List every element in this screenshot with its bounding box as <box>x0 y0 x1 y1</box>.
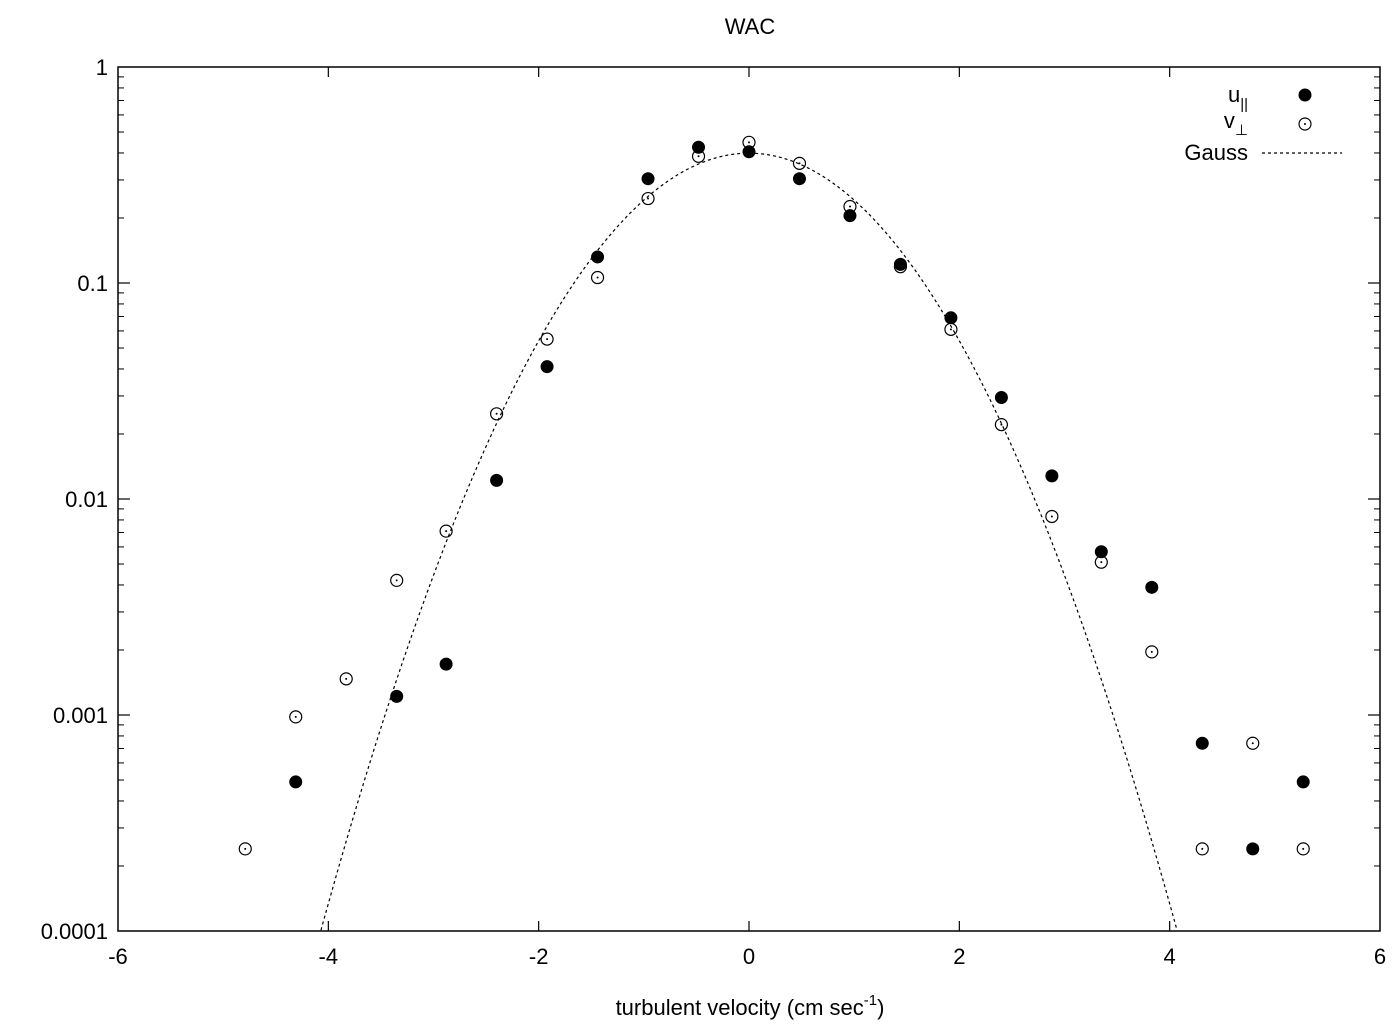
x-tick-label: 0 <box>743 944 755 969</box>
v-point-dot <box>647 197 650 200</box>
x-tick-label: -6 <box>108 944 128 969</box>
x-tick-label: 6 <box>1374 944 1386 969</box>
x-axis-label-main: turbulent velocity (cm sec <box>616 995 864 1020</box>
u-point <box>490 473 504 487</box>
v-point <box>238 842 252 856</box>
v-point-dot <box>395 579 398 582</box>
u-point <box>994 391 1008 405</box>
u-point <box>792 172 806 186</box>
legend-label-v-name: v <box>1224 108 1235 133</box>
gauss-curve <box>320 152 1178 931</box>
u-point <box>591 250 605 264</box>
v-point <box>590 270 605 285</box>
legend-marker-u <box>1298 88 1312 102</box>
legend-label-v-sub: ⊥ <box>1235 122 1248 139</box>
v-point <box>1094 555 1108 569</box>
v-point <box>540 332 554 346</box>
v-point-dot <box>546 338 549 341</box>
legend-marker-v-dot <box>1304 123 1306 125</box>
v-point <box>742 135 756 149</box>
u-point <box>1145 580 1159 594</box>
u-point <box>1246 842 1260 856</box>
v-point <box>390 573 404 587</box>
u-point <box>641 172 655 186</box>
v-point-dot <box>899 265 902 268</box>
x-tick-label: 2 <box>953 944 965 969</box>
v-point-dot <box>697 155 700 158</box>
legend-label-u: u|| <box>1228 82 1248 113</box>
series-u-parallel <box>289 140 1310 856</box>
v-point <box>691 149 706 163</box>
u-point <box>1296 775 1310 789</box>
u-point <box>289 775 303 789</box>
u-point <box>390 689 404 703</box>
u-point <box>742 145 756 159</box>
x-tick-label: 4 <box>1164 944 1176 969</box>
v-point-dot <box>244 847 247 850</box>
y-tick-label: 0.001 <box>53 703 108 728</box>
legend: u|| v⊥ Gauss <box>1184 82 1342 165</box>
chart-title: WAC <box>725 14 776 39</box>
x-tick-label: -2 <box>529 944 549 969</box>
v-point-dot <box>1251 742 1254 745</box>
v-point <box>1246 736 1260 750</box>
y-tick-label: 0.0001 <box>41 919 108 944</box>
u-point <box>692 140 706 154</box>
y-tick-label: 0.01 <box>65 487 108 512</box>
y-tick-label: 0.1 <box>77 271 108 296</box>
v-point-dot <box>949 328 952 331</box>
y-tick-label: 1 <box>96 55 108 80</box>
u-point <box>944 311 958 325</box>
u-point <box>1195 736 1209 750</box>
x-axis: -6 -4 -2 0 2 4 6 <box>108 67 1386 969</box>
v-point <box>1296 842 1310 856</box>
v-point-dot <box>1302 847 1305 850</box>
u-point <box>439 657 453 671</box>
v-point-dot <box>848 205 851 208</box>
v-point <box>1195 842 1209 856</box>
u-point <box>1045 469 1059 483</box>
legend-label-u-sub: || <box>1240 96 1248 113</box>
legend-label-v: v⊥ <box>1224 108 1248 139</box>
v-point <box>1145 645 1159 659</box>
v-point-dot <box>1150 650 1153 653</box>
v-point-dot <box>294 715 297 718</box>
v-point <box>490 407 504 421</box>
v-point-dot <box>495 412 498 415</box>
legend-label-gauss: Gauss <box>1184 140 1248 165</box>
v-point-dot <box>345 677 348 680</box>
v-point-dot <box>596 276 599 279</box>
v-point <box>944 322 958 336</box>
v-point <box>792 156 807 170</box>
v-point-dot <box>748 141 750 144</box>
x-axis-label-tail: ) <box>877 995 884 1020</box>
v-point-dot <box>1000 423 1003 426</box>
v-point-dot <box>445 530 448 533</box>
u-point <box>540 360 554 374</box>
v-point <box>439 524 453 538</box>
v-point <box>843 199 857 214</box>
y-axis: 0.0001 0.001 0.01 0.1 1 <box>41 55 1380 944</box>
v-point <box>1045 509 1059 524</box>
v-point-dot <box>1201 847 1204 850</box>
v-point <box>641 191 655 206</box>
v-point <box>289 710 303 724</box>
v-point-dot <box>798 162 801 165</box>
v-point <box>994 418 1009 432</box>
v-point-dot <box>1100 561 1103 564</box>
x-axis-label: turbulent velocity (cm sec-1) <box>616 992 885 1020</box>
plot-frame <box>117 66 1381 932</box>
v-point <box>893 260 908 274</box>
x-tick-label: -4 <box>319 944 339 969</box>
u-point <box>843 209 857 223</box>
x-axis-label-sup: -1 <box>864 992 877 1009</box>
u-point <box>1094 545 1108 559</box>
series-v-perp <box>238 135 1310 856</box>
v-point <box>339 672 353 686</box>
legend-marker-v <box>1298 117 1312 131</box>
v-point-dot <box>1050 515 1053 518</box>
legend-label-u-name: u <box>1228 82 1240 107</box>
